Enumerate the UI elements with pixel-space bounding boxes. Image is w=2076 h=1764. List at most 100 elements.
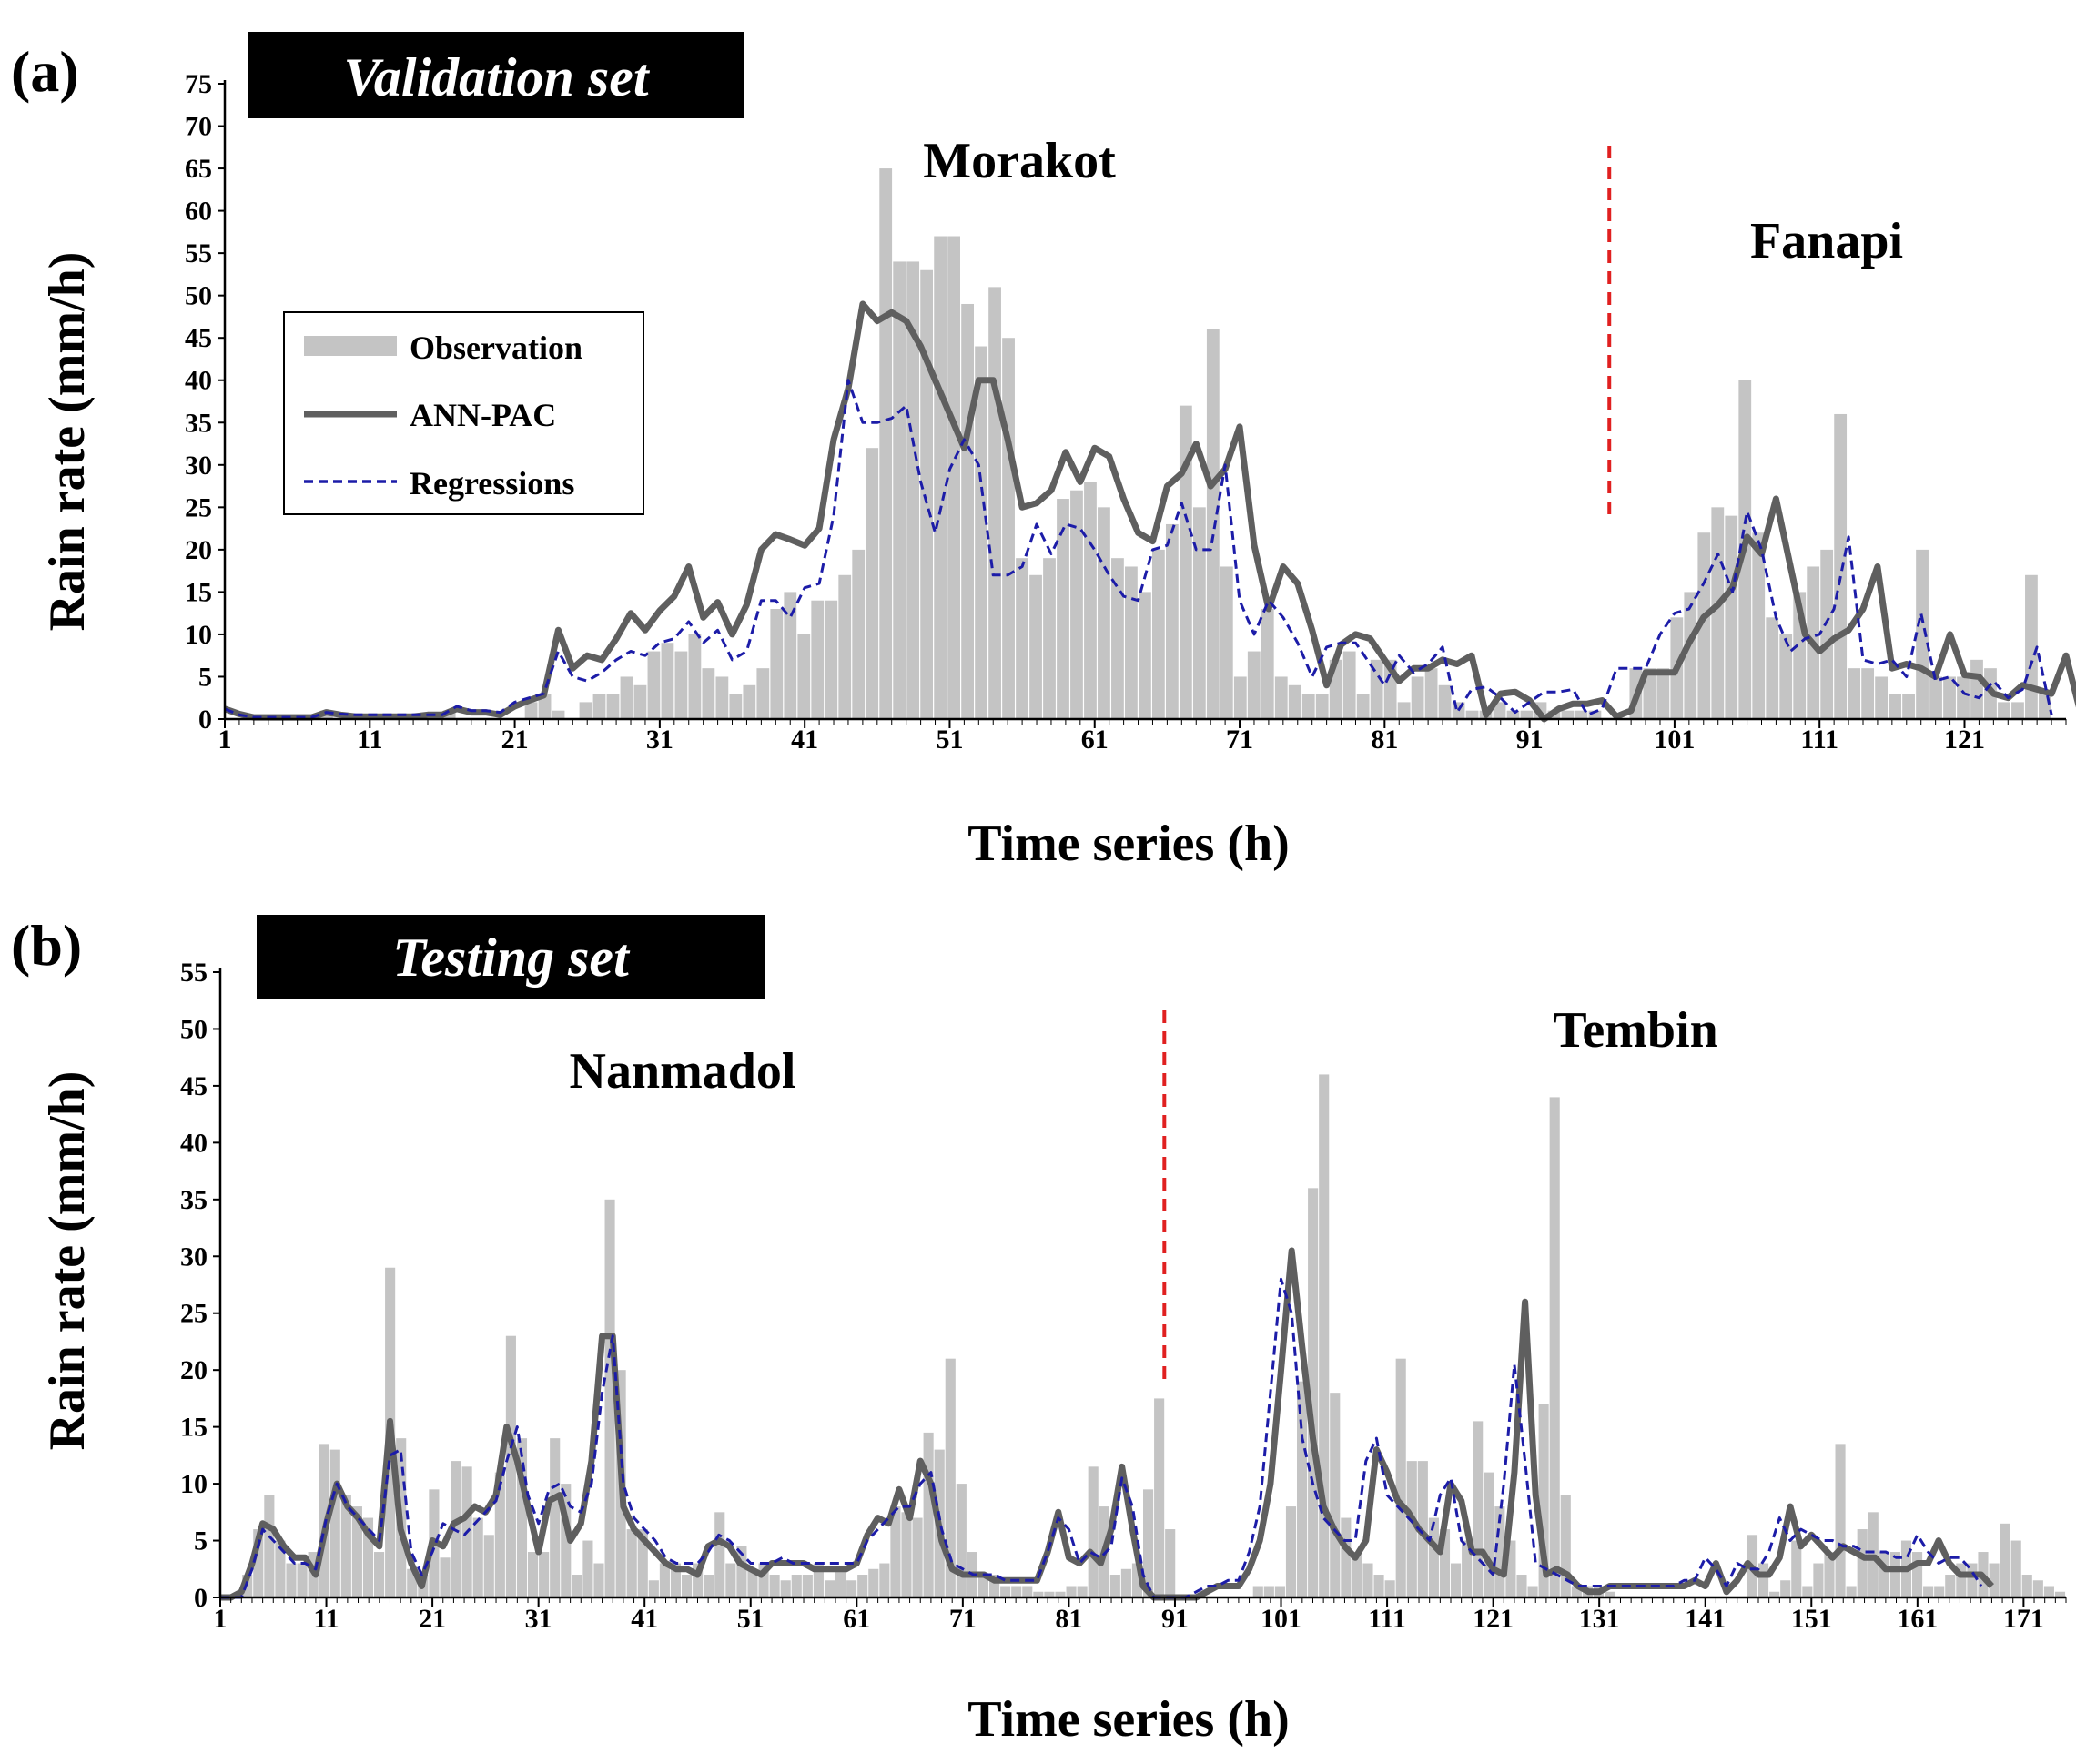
y-tick-label: 60 bbox=[185, 197, 212, 227]
observation-bar bbox=[407, 1568, 418, 1597]
observation-bar bbox=[505, 1335, 516, 1597]
observation-bar bbox=[868, 1568, 879, 1597]
observation-bar bbox=[835, 1568, 846, 1597]
observation-bar bbox=[674, 651, 688, 719]
observation-bar bbox=[1109, 1575, 1120, 1597]
observation-bar bbox=[637, 1529, 648, 1597]
y-tick-label: 10 bbox=[185, 620, 212, 650]
observation-bar bbox=[2039, 694, 2051, 719]
observation-bar bbox=[1043, 558, 1056, 719]
x-tick-label: 31 bbox=[646, 725, 673, 755]
x-tick-label: 131 bbox=[1579, 1604, 1620, 1634]
observation-bar bbox=[275, 1540, 286, 1597]
legend-label-ann-pac: ANN-PAC bbox=[410, 397, 556, 433]
observation-bar bbox=[1154, 1398, 1165, 1597]
observation-bar bbox=[988, 287, 1001, 719]
observation-bar bbox=[736, 1546, 747, 1597]
observation-bar bbox=[1131, 1563, 1143, 1597]
panel-b-title-banner bbox=[257, 915, 765, 999]
observation-bar bbox=[472, 1517, 483, 1597]
observation-bar bbox=[688, 634, 702, 719]
observation-bar bbox=[824, 1580, 835, 1597]
observation-bar bbox=[1098, 507, 1110, 719]
observation-bar bbox=[1263, 1586, 1274, 1597]
observation-bar bbox=[1341, 1517, 1352, 1597]
observation-bar bbox=[813, 1563, 824, 1597]
x-tick-label: 31 bbox=[525, 1604, 552, 1634]
observation-bar bbox=[923, 1432, 934, 1597]
x-tick-label: 41 bbox=[631, 1604, 658, 1634]
observation-bar bbox=[1288, 684, 1301, 719]
panel-a-validation: (a) Validation set Rain rate (mm/h) Time… bbox=[11, 32, 2076, 872]
observation-bar bbox=[825, 600, 838, 719]
panel-b-y-ticks: 0 5 10 15 20 25 30 35 40 45 50 55 bbox=[180, 958, 220, 1613]
observation-bar bbox=[1192, 507, 1206, 719]
observation-bar bbox=[811, 600, 825, 719]
observation-bar bbox=[1484, 1472, 1494, 1597]
observation-bar bbox=[1252, 1586, 1263, 1597]
x-tick-label: 11 bbox=[357, 725, 382, 755]
observation-bar bbox=[1820, 549, 1834, 719]
observation-bar bbox=[901, 1512, 912, 1597]
observation-bar bbox=[2043, 1586, 2054, 1597]
observation-bar bbox=[1494, 1506, 1505, 1597]
observation-bar bbox=[633, 684, 647, 719]
observation-bar bbox=[756, 668, 770, 719]
panel-b-title: Testing set bbox=[392, 928, 631, 988]
x-tick-label: 101 bbox=[1261, 1604, 1301, 1634]
observation-bar bbox=[989, 1575, 1000, 1597]
panel-a-axes bbox=[223, 80, 2066, 721]
observation-bar bbox=[1120, 1568, 1131, 1597]
observation-bar bbox=[1588, 710, 1602, 719]
observation-bar bbox=[1462, 1540, 1473, 1597]
observation-bar bbox=[1011, 1586, 1022, 1597]
observation-bar bbox=[1561, 710, 1575, 719]
observation-bar bbox=[1758, 1563, 1769, 1597]
y-tick-label: 45 bbox=[185, 323, 212, 353]
y-tick-label: 25 bbox=[180, 1299, 208, 1329]
observation-bar bbox=[1766, 617, 1779, 719]
observation-bar bbox=[1970, 659, 1983, 719]
observation-bar bbox=[1057, 499, 1069, 719]
observation-bar bbox=[1473, 1421, 1484, 1597]
observation-bar bbox=[1945, 1575, 1956, 1597]
y-tick-label: 15 bbox=[185, 577, 212, 607]
ann-pac-line bbox=[223, 300, 2076, 723]
observation-bar bbox=[1725, 515, 1738, 719]
typhoon-label-fanapi: Fanapi bbox=[1750, 213, 1903, 269]
y-tick-label: 75 bbox=[185, 69, 212, 99]
observation-bar bbox=[838, 574, 852, 719]
observation-bar bbox=[1395, 1358, 1406, 1597]
observation-bar bbox=[620, 676, 633, 719]
x-tick-label: 21 bbox=[419, 1604, 446, 1634]
observation-bar bbox=[693, 1563, 704, 1597]
x-tick-label: 81 bbox=[1055, 1604, 1082, 1634]
observation-bar bbox=[1319, 1074, 1330, 1597]
observation-bar bbox=[550, 1438, 561, 1597]
observation-bar bbox=[1055, 1591, 1066, 1597]
observation-bar bbox=[1165, 1529, 1176, 1597]
observation-bar bbox=[1342, 651, 1356, 719]
y-tick-label: 30 bbox=[185, 451, 212, 481]
observation-bar bbox=[1956, 1563, 1967, 1597]
observation-bar bbox=[1989, 1563, 2000, 1597]
y-tick-label: 35 bbox=[185, 408, 212, 438]
observation-bar bbox=[769, 1575, 780, 1597]
y-tick-label: 65 bbox=[185, 154, 212, 184]
observation-bar bbox=[1923, 1586, 1934, 1597]
legend-label-regressions: Regressions bbox=[410, 465, 574, 502]
observation-bar bbox=[1912, 1552, 1923, 1597]
observation-bar bbox=[2032, 1580, 2043, 1597]
observation-bar bbox=[1769, 1591, 1780, 1597]
y-tick-label: 50 bbox=[185, 281, 212, 311]
panel-a-y-ticks: 0 5 10 15 20 25 30 35 40 45 50 55 60 65 70 75 bbox=[185, 69, 225, 735]
observation-bar bbox=[1139, 592, 1151, 719]
observation-bar bbox=[1957, 676, 1970, 719]
x-tick-label: 101 bbox=[1654, 725, 1695, 755]
observation-bar bbox=[857, 1575, 868, 1597]
observation-bar bbox=[725, 1563, 736, 1597]
observation-bar bbox=[1029, 574, 1042, 719]
observation-bar bbox=[1824, 1552, 1835, 1597]
y-tick-label: 40 bbox=[185, 366, 212, 396]
